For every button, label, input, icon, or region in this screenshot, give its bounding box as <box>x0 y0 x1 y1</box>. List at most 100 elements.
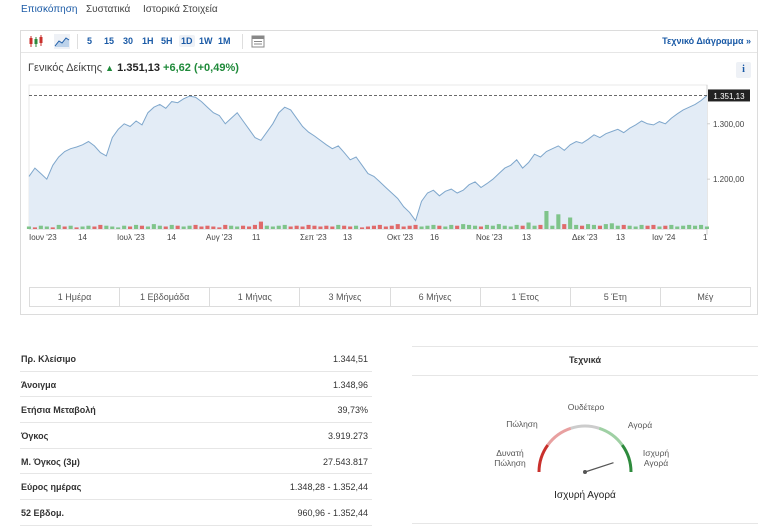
tab-overview[interactable]: Επισκόπηση <box>21 4 78 15</box>
volume-bar <box>252 224 257 229</box>
volume-bar <box>270 226 275 229</box>
x-tick-label: 13 <box>616 233 625 242</box>
range-1-day[interactable]: 1 Ημέρα <box>30 288 121 306</box>
volume-bar <box>139 225 144 229</box>
gauge-label-strong-sell: Δυνατή Πώληση <box>494 448 526 468</box>
index-change: +6,62 <box>163 62 191 74</box>
table-icon[interactable] <box>250 34 266 49</box>
volume-bar <box>621 224 626 229</box>
volume-bar <box>56 224 61 229</box>
interval-1m[interactable]: 1M <box>218 36 231 46</box>
stat-label: Άνοιγμα <box>21 379 57 390</box>
volume-bar <box>199 226 204 229</box>
interval-5m[interactable]: 5 <box>87 36 93 46</box>
gauge-label-buy: Αγορά <box>627 420 653 430</box>
volume-bar <box>38 225 43 229</box>
volume-bar <box>443 226 448 229</box>
volume-bar <box>526 222 531 229</box>
price-line <box>28 95 708 222</box>
volume-bar <box>389 225 394 229</box>
volume-bar <box>478 226 483 229</box>
volume-bar <box>455 225 460 229</box>
volume-bar <box>633 226 638 229</box>
volume-bar <box>74 227 79 229</box>
volume-bar <box>80 226 85 229</box>
volume-bar <box>336 224 341 229</box>
stat-label: 52 Εβδομ. <box>21 508 64 519</box>
arrow-up-icon: ▲ <box>105 63 115 73</box>
interval-1h[interactable]: 1H <box>142 36 154 46</box>
stat-value: 27.543.817 <box>322 456 368 467</box>
x-tick-label: 16 <box>430 233 439 242</box>
interval-5h[interactable]: 5H <box>161 36 173 46</box>
volume-bar <box>603 224 608 229</box>
volume-bar <box>217 227 222 229</box>
volume-bar <box>544 211 549 229</box>
volume-bar <box>580 225 585 229</box>
tab-historical-data[interactable]: Ιστορικά Στοιχεία <box>143 4 218 15</box>
x-tick-label: 1 <box>703 233 708 242</box>
volume-bar <box>157 225 162 229</box>
candlestick-icon[interactable] <box>28 34 44 49</box>
volume-bar <box>276 225 281 229</box>
interval-1w[interactable]: 1W <box>199 36 213 46</box>
volume-bar <box>175 225 180 229</box>
x-tick-label: Ιαν '24 <box>652 233 676 242</box>
area-chart-icon[interactable] <box>54 34 70 49</box>
stats-row: 52 Εβδομ. 960,96 - 1.352,44 <box>20 500 372 526</box>
volume-bar <box>425 225 430 229</box>
stat-value: 1.348,96 <box>332 379 368 390</box>
range-5-years[interactable]: 5 Έτη <box>571 288 661 306</box>
volume-bar <box>371 225 376 229</box>
volume-bar <box>473 225 478 229</box>
x-tick-label: 14 <box>78 233 87 242</box>
tab-components[interactable]: Συστατικά <box>86 4 131 15</box>
range-6-months[interactable]: 6 Μήνες <box>391 288 481 306</box>
index-price: 1.351,13 <box>117 62 160 74</box>
gauge-segment-neutral <box>570 424 600 430</box>
chart-toolbar: 5 15 30 1H 5H 1D 1W 1M Τεχνικό Διάγραμμα… <box>21 31 757 53</box>
price-chart[interactable]: Investing.com1.351,131.300,001.200,00Ιου… <box>21 81 757 263</box>
y-tick-label: 1.200,00 <box>713 175 745 184</box>
technicals-gauge <box>537 424 633 474</box>
volume-bar <box>681 225 686 229</box>
technicals-panel: Τεχνικά Ουδέτερο Πώληση Αγορά Δυνατή Πώλ… <box>412 346 758 524</box>
gauge-needle-hub <box>583 470 587 474</box>
volume-bar <box>86 225 91 229</box>
technical-chart-link[interactable]: Τεχνικό Διάγραμμα » <box>662 36 751 46</box>
stat-value: 1.348,28 - 1.352,44 <box>289 482 368 493</box>
range-max[interactable]: Μέγ <box>697 292 714 302</box>
volume-bar <box>639 224 644 229</box>
volume-bar <box>44 226 49 229</box>
volume-bar <box>282 224 287 229</box>
stats-row: Πρ. Κλείσιμο 1.344,51 <box>20 346 372 372</box>
volume-bar <box>32 227 37 229</box>
volume-bar <box>663 225 668 229</box>
stat-label: Όγκος <box>21 431 49 442</box>
volume-bar <box>92 226 97 229</box>
gauge-label-strong-buy: Ισχυρή Αγορά <box>642 448 670 468</box>
stat-value: 39,73% <box>337 405 368 416</box>
volume-bar <box>104 225 109 229</box>
volume-bar <box>288 226 293 229</box>
range-1-week[interactable]: 1 Εβδομάδα <box>120 288 211 306</box>
interval-15m[interactable]: 15 <box>104 36 115 46</box>
technicals-verdict: Ισχυρή Αγορά <box>554 490 616 501</box>
volume-bar <box>395 224 400 229</box>
volume-bar <box>597 225 602 229</box>
info-icon[interactable]: i <box>736 62 751 78</box>
range-1-month[interactable]: 1 Μήνας <box>210 288 301 306</box>
volume-bar <box>26 226 31 229</box>
interval-30m[interactable]: 30 <box>123 36 134 46</box>
range-1-year[interactable]: 1 Έτος <box>481 288 571 306</box>
interval-1d[interactable]: 1D <box>179 35 195 47</box>
volume-bar <box>550 225 555 229</box>
volume-bar <box>693 225 698 229</box>
range-3-months[interactable]: 3 Μήνες <box>300 288 391 306</box>
x-tick-label: Ιουλ '23 <box>117 233 145 242</box>
volume-bar <box>110 226 115 229</box>
volume-bar <box>407 225 412 229</box>
volume-bar <box>62 226 67 229</box>
volume-bar <box>490 225 495 229</box>
volume-bar <box>645 225 650 229</box>
